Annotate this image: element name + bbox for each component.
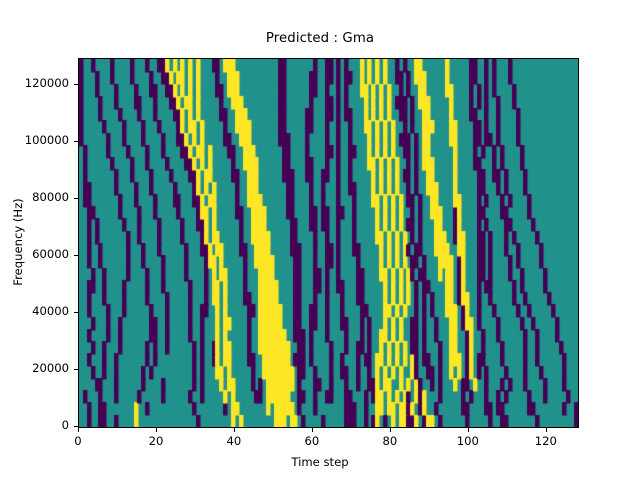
y-tick-label: 100000: [24, 132, 69, 147]
x-tick-label: 120: [534, 434, 557, 448]
y-tick-label: 0: [61, 418, 69, 432]
x-tick-label: 20: [148, 434, 164, 448]
y-tick-label: 40000: [32, 303, 69, 318]
x-tick-label: 60: [304, 434, 320, 448]
x-axis-label: Time step: [291, 455, 349, 469]
y-tick-label: 20000: [32, 360, 69, 375]
heatmap-canvas: [79, 59, 578, 427]
heatmap-axes: [78, 58, 579, 428]
x-tick-label: 0: [74, 434, 82, 448]
chart-title: Predicted : Gma: [265, 31, 375, 46]
x-tick-label: 100: [456, 434, 479, 448]
x-tick-label: 40: [226, 434, 242, 448]
y-axis-label: Frequency (Hz): [11, 198, 25, 286]
x-tick-label: 80: [382, 434, 398, 448]
y-tick-label: 120000: [24, 75, 69, 90]
